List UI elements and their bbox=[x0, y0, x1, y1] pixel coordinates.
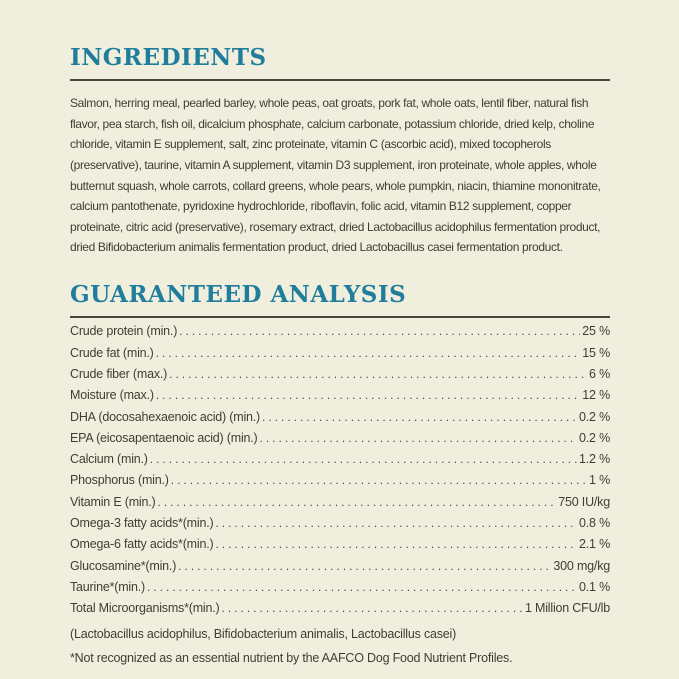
ingredients-divider bbox=[70, 79, 610, 82]
analysis-row: Glucosamine*(min.) 300 mg/kg bbox=[70, 559, 610, 580]
microorganisms-detail: (Lactobacillus acidophilus, Bifidobacter… bbox=[70, 626, 457, 641]
analysis-row: Moisture (max.) 12 % bbox=[70, 388, 610, 409]
analysis-row-value: 1 Million CFU/lb bbox=[524, 601, 610, 616]
analysis-table: Crude protein (min.) 25 % Crude fat (min… bbox=[70, 324, 610, 622]
analysis-row-value: 2.1 % bbox=[579, 537, 610, 552]
dot-leader bbox=[222, 601, 523, 615]
dot-leader bbox=[215, 537, 577, 551]
analysis-row: Omega-6 fatty acids*(min.) 2.1 % bbox=[70, 537, 610, 558]
ingredients-section: INGREDIENTS Salmon, herring meal, pearle… bbox=[70, 45, 610, 258]
analysis-row-label: Crude fiber (max.) bbox=[70, 366, 168, 381]
analysis-row-value: 0.2 % bbox=[579, 409, 610, 424]
analysis-row: Omega-3 fatty acids*(min.) 0.8 % bbox=[70, 516, 610, 537]
analysis-row: Taurine*(min.) 0.1 % bbox=[70, 580, 610, 601]
analysis-row: Calcium (min.) 1.2 % bbox=[70, 452, 610, 473]
analysis-row-label: Omega-6 fatty acids*(min.) bbox=[70, 537, 214, 552]
analysis-row: DHA (docosahexaenoic acid) (min.) 0.2 % bbox=[70, 410, 610, 431]
dot-leader bbox=[169, 367, 587, 381]
analysis-row-value: 12 % bbox=[582, 388, 610, 403]
dot-leader bbox=[150, 452, 577, 466]
dot-leader bbox=[262, 410, 577, 424]
analysis-row: EPA (eicosapentaenoic acid) (min.) 0.2 % bbox=[70, 431, 610, 452]
ingredients-title: INGREDIENTS bbox=[70, 44, 267, 71]
analysis-row-value: 1 % bbox=[589, 473, 610, 488]
analysis-row-label: Omega-3 fatty acids*(min.) bbox=[70, 516, 214, 531]
analysis-row: Crude fiber (max.) 6 % bbox=[70, 367, 610, 388]
analysis-row-label: DHA (docosahexaenoic acid) (min.) bbox=[70, 409, 261, 424]
guaranteed-analysis-title: GUARANTEED ANALYSIS bbox=[70, 281, 407, 309]
analysis-row-label: Total Microorganisms*(min.) bbox=[70, 601, 220, 616]
analysis-row-label: Crude fat (min.) bbox=[70, 345, 154, 360]
analysis-row-label: Crude protein (min.) bbox=[70, 324, 178, 339]
guaranteed-analysis-section: GUARANTEED ANALYSIS Crude protein (min.)… bbox=[70, 282, 610, 669]
analysis-row-label: Vitamin E (min.) bbox=[70, 494, 156, 509]
dot-leader bbox=[156, 346, 581, 360]
dot-leader bbox=[179, 324, 580, 338]
dot-leader bbox=[171, 473, 587, 487]
analysis-row-value: 0.1 % bbox=[579, 579, 610, 594]
analysis-row-value: 0.2 % bbox=[579, 430, 610, 445]
analysis-row-label: Calcium (min.) bbox=[70, 452, 148, 467]
dot-leader bbox=[178, 559, 551, 573]
analysis-row-value: 6 % bbox=[589, 366, 610, 381]
analysis-row-value: 0.8 % bbox=[579, 516, 610, 531]
guaranteed-analysis-divider bbox=[70, 316, 610, 319]
analysis-row-value: 300 mg/kg bbox=[553, 558, 610, 573]
analysis-row-label: Moisture (max.) bbox=[70, 388, 154, 403]
dot-leader bbox=[157, 495, 556, 509]
analysis-row-label: Phosphorus (min.) bbox=[70, 473, 169, 488]
ingredients-list-text: Salmon, herring meal, pearled barley, wh… bbox=[70, 96, 601, 255]
analysis-row: Phosphorus (min.) 1 % bbox=[70, 473, 610, 494]
dot-leader bbox=[156, 388, 580, 402]
analysis-row: Vitamin E (min.) 750 IU/kg bbox=[70, 495, 610, 516]
dot-leader bbox=[147, 580, 577, 594]
analysis-row-value: 15 % bbox=[582, 345, 610, 360]
analysis-row-value: 750 IU/kg bbox=[558, 494, 610, 509]
analysis-row-value: 1.2 % bbox=[579, 452, 610, 467]
aafco-footnote: *Not recognized as an essential nutrient… bbox=[70, 650, 513, 665]
analysis-row-label: Glucosamine*(min.) bbox=[70, 558, 177, 573]
dot-leader bbox=[215, 516, 577, 530]
analysis-row-label: EPA (eicosapentaenoic acid) (min.) bbox=[70, 430, 258, 445]
analysis-row: Crude fat (min.) 15 % bbox=[70, 346, 610, 367]
analysis-row: Crude protein (min.) 25 % bbox=[70, 324, 610, 345]
dot-leader bbox=[260, 431, 578, 445]
analysis-row-label: Taurine*(min.) bbox=[70, 579, 146, 594]
analysis-row: Total Microorganisms*(min.) 1 Million CF… bbox=[70, 601, 610, 622]
analysis-row-value: 25 % bbox=[582, 324, 610, 339]
